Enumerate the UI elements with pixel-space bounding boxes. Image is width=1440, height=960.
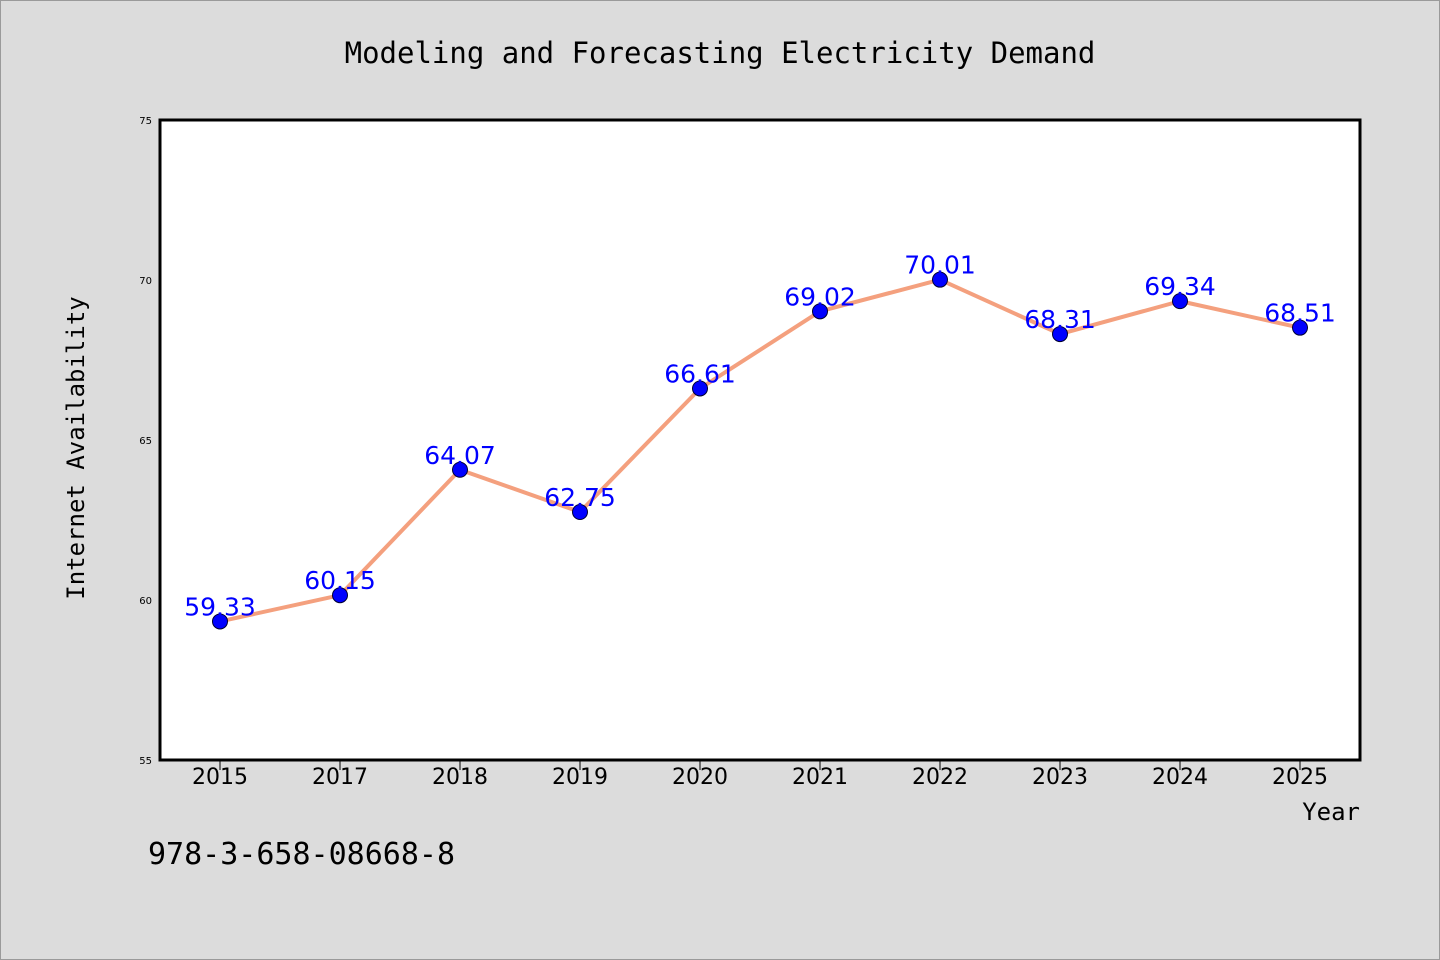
y-tick-label: 65 — [139, 436, 152, 447]
isbn-text: 978-3-658-08668-8 — [148, 837, 455, 872]
y-tick-label: 75 — [139, 116, 152, 127]
data-label: 62.75 — [544, 483, 616, 512]
data-label: 59.33 — [184, 592, 256, 621]
data-point — [212, 613, 228, 630]
data-label: 68.31 — [1024, 305, 1096, 334]
x-axis-label: Year — [1302, 798, 1360, 826]
y-tick-label: 55 — [139, 756, 152, 767]
y-tick-label: 70 — [139, 276, 152, 287]
x-tick-label: 2022 — [912, 765, 968, 790]
x-tick-label: 2023 — [1032, 765, 1088, 790]
plot-border — [158, 118, 1362, 762]
x-tick-label: 2019 — [552, 765, 608, 790]
data-label: 64.07 — [424, 441, 496, 470]
data-point — [572, 504, 588, 520]
x-tick-label: 2020 — [672, 765, 728, 790]
y-minor-ticks — [219, 760, 1301, 770]
data-point — [812, 303, 828, 320]
data-point — [452, 461, 468, 478]
series-line — [219, 277, 1301, 624]
data-point — [1052, 326, 1068, 343]
data-point — [1292, 319, 1308, 336]
data-label: 69.02 — [784, 282, 856, 311]
data-label: 69.34 — [1144, 272, 1216, 301]
y-axis-label: Internet Availability — [62, 296, 90, 599]
x-tick-label: 2015 — [192, 765, 248, 790]
data-labels: 59.33 60.15 64.07 62.75 66.61 69.02 70.01 68.31… — [184, 251, 1336, 622]
plot-area — [160, 120, 1360, 760]
x-tick-label: 2018 — [432, 765, 488, 790]
data-label: 68.51 — [1264, 299, 1336, 328]
data-point — [332, 587, 348, 604]
data-points — [212, 271, 1308, 630]
x-tick-label: 2021 — [792, 765, 848, 790]
data-point — [692, 380, 708, 397]
x-tick-labels: 2015 2017 2018 2019 2020 2021 2022 2023 2024 2025 — [192, 765, 1328, 790]
x-tick-label: 2025 — [1272, 765, 1328, 790]
data-point — [1172, 293, 1188, 310]
data-point — [932, 271, 948, 288]
chart-title: Modeling and Forecasting Electricity Dem… — [345, 36, 1096, 70]
y-tick-label: 60 — [139, 596, 152, 607]
x-tick-label: 2017 — [312, 765, 368, 790]
y-tick-labels: 55 60 65 70 75 — [139, 116, 152, 767]
data-label: 70.01 — [904, 251, 976, 280]
x-tick-label: 2024 — [1152, 765, 1208, 790]
data-label: 66.61 — [664, 359, 736, 388]
data-label: 60.15 — [304, 566, 376, 595]
